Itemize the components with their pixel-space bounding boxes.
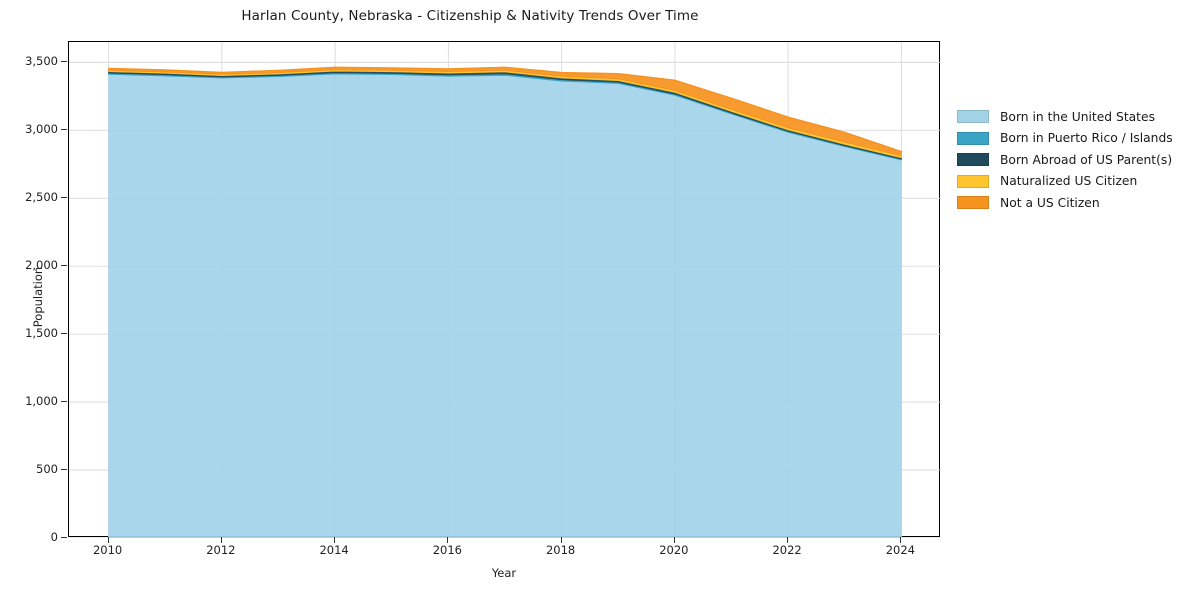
legend-item-label: Not a US Citizen bbox=[1000, 195, 1100, 210]
y-axis-tick-labels: 0 500 1,000 1,500 2,000 2,500 3,000 3,500 bbox=[0, 0, 68, 590]
y-tick-label: 2,000 bbox=[25, 258, 58, 273]
legend-item-label: Naturalized US Citizen bbox=[1000, 174, 1138, 189]
x-tick-label: 2018 bbox=[545, 543, 576, 557]
legend-item[interactable]: Not a US Citizen bbox=[957, 192, 1187, 214]
legend-item-label: Born in Puerto Rico / Islands bbox=[1000, 131, 1173, 146]
y-tick-label: 3,500 bbox=[25, 54, 58, 69]
x-tick-label: 2016 bbox=[432, 543, 463, 557]
x-tick-label: 2020 bbox=[659, 543, 689, 557]
y-tick-label: 2,500 bbox=[25, 190, 58, 205]
x-axis-label: Year bbox=[491, 566, 517, 580]
legend-color-swatch bbox=[957, 196, 989, 210]
x-tick-mark bbox=[107, 537, 109, 543]
legend-item-label: Born in the United States bbox=[1000, 109, 1155, 124]
x-tick-label: 2022 bbox=[772, 543, 802, 557]
legend-item[interactable]: Naturalized US Citizen bbox=[957, 171, 1187, 193]
x-tick-mark bbox=[560, 537, 562, 543]
legend-item-label: Born Abroad of US Parent(s) bbox=[1000, 152, 1173, 167]
y-tick-label: 3,000 bbox=[25, 122, 58, 137]
y-tick-mark bbox=[61, 537, 67, 538]
x-tick-label: 2010 bbox=[92, 543, 123, 557]
chart-legend: Born in the United States Born in Puerto … bbox=[957, 106, 1187, 214]
x-tick-mark bbox=[900, 537, 902, 543]
legend-item[interactable]: Born in the United States bbox=[957, 106, 1187, 128]
y-tick-mark bbox=[61, 333, 67, 335]
x-tick-mark bbox=[334, 537, 336, 543]
y-axis-label: Population bbox=[31, 266, 45, 328]
plot-area bbox=[68, 41, 941, 538]
x-tick-label: 2024 bbox=[885, 543, 915, 557]
y-tick-label: 500 bbox=[36, 462, 58, 477]
y-tick-mark bbox=[61, 469, 67, 471]
x-tick-label: 2012 bbox=[206, 543, 236, 557]
legend-color-swatch bbox=[957, 174, 989, 188]
x-tick-mark bbox=[447, 537, 449, 543]
y-tick-mark bbox=[61, 129, 67, 131]
stacked-area-plot bbox=[69, 42, 941, 538]
y-tick-mark bbox=[61, 265, 67, 267]
legend-color-swatch bbox=[957, 110, 989, 124]
legend-item[interactable]: Born Abroad of US Parent(s) bbox=[957, 149, 1187, 171]
y-tick-label: 0 bbox=[50, 530, 58, 544]
y-tick-label: 1,000 bbox=[25, 394, 58, 409]
y-tick-mark bbox=[61, 401, 67, 403]
area-series-0 bbox=[108, 73, 902, 538]
y-tick-mark bbox=[61, 197, 67, 199]
x-tick-mark bbox=[220, 537, 222, 543]
area-series-edge-4 bbox=[107, 66, 903, 153]
legend-color-swatch bbox=[957, 153, 989, 167]
x-tick-mark bbox=[787, 537, 789, 543]
x-tick-label: 2014 bbox=[319, 543, 349, 557]
y-tick-label: 1,500 bbox=[25, 326, 58, 341]
chart-title: Harlan County, Nebraska - Citizenship & … bbox=[241, 8, 699, 24]
legend-item[interactable]: Born in Puerto Rico / Islands bbox=[957, 128, 1187, 150]
legend-color-swatch bbox=[957, 131, 989, 145]
x-tick-mark bbox=[673, 537, 675, 543]
y-tick-mark bbox=[61, 61, 67, 63]
